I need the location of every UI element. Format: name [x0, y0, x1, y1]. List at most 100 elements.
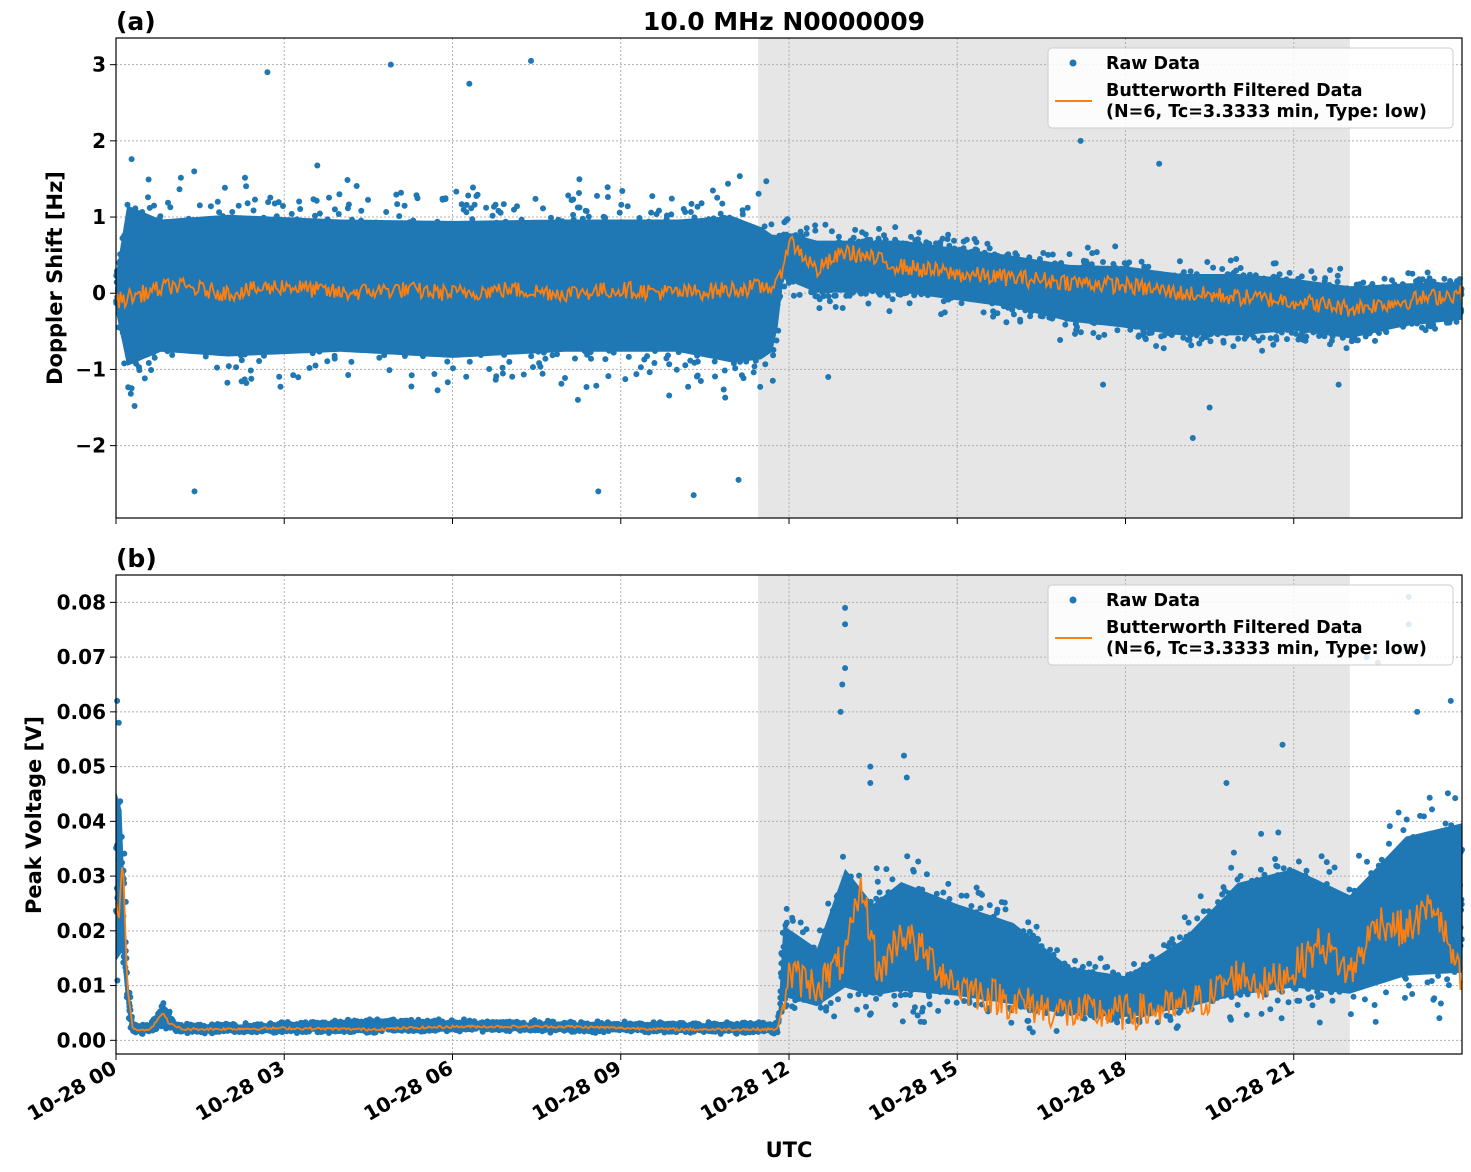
raw-point [941, 309, 948, 316]
raw-point [1233, 256, 1240, 262]
raw-point [157, 213, 164, 220]
raw-point [196, 202, 203, 209]
raw-point [624, 203, 631, 210]
raw-point [720, 386, 727, 393]
raw-point [1207, 338, 1214, 345]
raw-point [1010, 311, 1017, 318]
raw-point [344, 177, 351, 183]
raw-point [1093, 249, 1100, 256]
raw-point [990, 313, 997, 320]
raw-point [1286, 269, 1293, 276]
raw-point [1112, 243, 1119, 250]
raw-point [1424, 269, 1431, 276]
raw-point [244, 200, 251, 207]
raw-point [214, 364, 220, 371]
raw-point [585, 213, 592, 220]
raw-point [125, 384, 132, 391]
raw-point [816, 305, 823, 312]
raw-point [548, 214, 554, 221]
raw-point [121, 360, 128, 367]
raw-point [768, 221, 775, 228]
raw-point [348, 358, 355, 365]
raw-point [832, 292, 839, 299]
raw-point [825, 293, 832, 300]
raw-point [694, 372, 701, 379]
raw-point [331, 355, 338, 362]
raw-point [131, 403, 138, 409]
raw-point [238, 357, 245, 364]
raw-point [602, 356, 609, 363]
raw-point [248, 375, 255, 382]
raw-point [365, 196, 371, 203]
raw-point [151, 354, 158, 361]
raw-point [463, 209, 470, 216]
raw-point [295, 374, 302, 381]
raw-point [145, 360, 152, 366]
raw-point [641, 356, 648, 363]
raw-point [473, 193, 480, 199]
raw-point [191, 168, 198, 175]
raw-point [944, 236, 951, 243]
raw-point [1270, 260, 1277, 267]
raw-point [176, 186, 183, 193]
raw-point [497, 209, 504, 216]
raw-point [781, 219, 788, 226]
raw-point [1322, 275, 1329, 282]
raw-point [649, 193, 656, 200]
raw-point [576, 190, 582, 196]
raw-point [1146, 330, 1152, 337]
raw-point [721, 367, 728, 374]
raw-point [214, 198, 221, 205]
raw-point [594, 192, 600, 199]
raw-point [687, 209, 694, 215]
raw-point [492, 376, 499, 383]
raw-point [466, 358, 473, 365]
raw-point [1235, 335, 1242, 342]
raw-point [1153, 343, 1160, 349]
raw-point [763, 178, 770, 185]
raw-point [486, 366, 493, 372]
raw-point [1049, 251, 1056, 258]
raw-point [233, 364, 240, 371]
raw-point [520, 371, 527, 378]
raw-point [889, 296, 896, 303]
raw-point [958, 300, 965, 307]
raw-point [127, 390, 134, 397]
raw-point [207, 203, 214, 210]
raw-point [832, 304, 839, 310]
raw-point [600, 213, 607, 220]
raw-point [565, 192, 572, 199]
raw-point [725, 180, 731, 187]
raw-point [316, 210, 323, 217]
raw-point [128, 156, 135, 163]
raw-point [751, 363, 758, 370]
raw-point [939, 235, 946, 242]
raw-point [463, 373, 470, 380]
raw-point [141, 375, 148, 382]
raw-point [167, 204, 174, 211]
raw-point [165, 199, 171, 206]
raw-point [243, 183, 250, 190]
raw-point [1259, 347, 1266, 354]
raw-point [145, 176, 152, 183]
raw-point [688, 200, 695, 207]
raw-point [593, 382, 600, 389]
raw-point [886, 308, 893, 315]
raw-point [500, 201, 507, 208]
raw-point [250, 207, 257, 214]
raw-point [1114, 327, 1121, 334]
raw-point [884, 292, 891, 299]
raw-point [588, 355, 594, 362]
raw-point [682, 209, 689, 215]
raw-point [568, 197, 575, 204]
raw-point [1270, 341, 1277, 348]
raw-point [673, 366, 680, 373]
raw-point [336, 191, 343, 198]
raw-point [1210, 264, 1217, 271]
raw-point [656, 207, 662, 214]
raw-point [331, 206, 338, 213]
chart-title: 10.0 MHz N0000009 [643, 7, 925, 36]
raw-point [265, 199, 272, 206]
raw-point [442, 196, 449, 203]
raw-point [542, 355, 549, 362]
